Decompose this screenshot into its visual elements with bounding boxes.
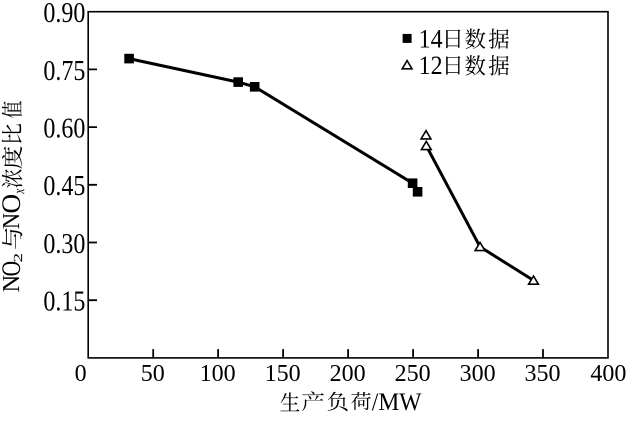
svg-text:300: 300 — [460, 361, 496, 387]
svg-text:0.90: 0.90 — [43, 0, 85, 29]
svg-text:0.30: 0.30 — [43, 228, 85, 259]
svg-text:50: 50 — [141, 361, 165, 387]
svg-text:0.75: 0.75 — [43, 55, 85, 86]
svg-text:400: 400 — [590, 361, 626, 387]
svg-text:0: 0 — [75, 361, 87, 387]
svg-text:/MW: /MW — [372, 388, 422, 416]
svg-text:200: 200 — [330, 361, 366, 387]
svg-text:14: 14 — [419, 25, 443, 53]
svg-text:350: 350 — [525, 361, 561, 387]
svg-text:100: 100 — [200, 361, 236, 387]
svg-text:0.60: 0.60 — [43, 113, 85, 144]
svg-text:12: 12 — [419, 52, 443, 80]
svg-text:250: 250 — [395, 361, 431, 387]
svg-text:0.45: 0.45 — [43, 170, 85, 201]
svg-text:0.15: 0.15 — [43, 286, 85, 317]
svg-text:150: 150 — [265, 361, 301, 387]
